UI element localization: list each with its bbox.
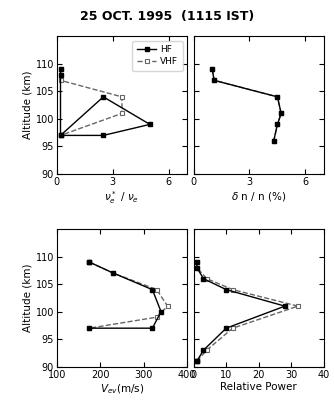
X-axis label: $V_{ev}$(m/s): $V_{ev}$(m/s) (100, 382, 144, 396)
X-axis label: $\delta$ n / n (%): $\delta$ n / n (%) (231, 189, 287, 203)
Y-axis label: Altitude (km): Altitude (km) (23, 71, 33, 139)
Legend: HF, VHF: HF, VHF (132, 41, 183, 71)
Text: 25 OCT. 1995  (1115 IST): 25 OCT. 1995 (1115 IST) (80, 10, 254, 23)
X-axis label: Relative Power: Relative Power (220, 382, 297, 392)
X-axis label: $\nu_e^*$ / $\nu_e$: $\nu_e^*$ / $\nu_e$ (105, 189, 140, 206)
Y-axis label: Altitude (km): Altitude (km) (23, 264, 33, 332)
